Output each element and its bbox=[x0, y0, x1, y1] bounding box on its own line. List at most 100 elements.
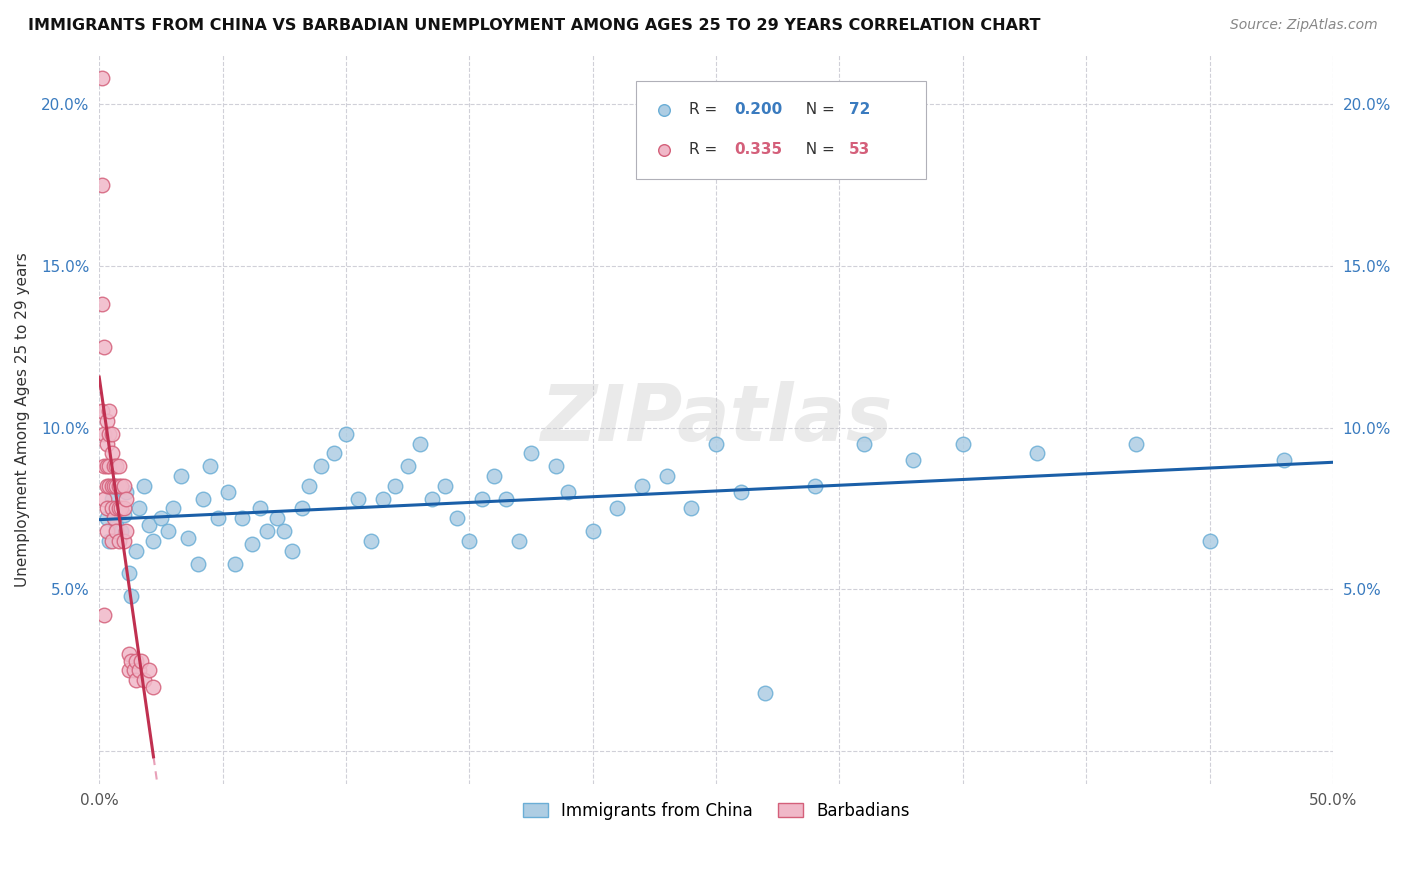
Point bbox=[138, 517, 160, 532]
Point bbox=[105, 524, 128, 538]
Text: 0.335: 0.335 bbox=[734, 143, 783, 157]
Point bbox=[93, 340, 115, 354]
Point bbox=[187, 557, 209, 571]
Point bbox=[93, 608, 115, 623]
Text: R =: R = bbox=[689, 143, 723, 157]
Point bbox=[952, 436, 974, 450]
Point bbox=[96, 436, 118, 450]
Point bbox=[96, 524, 118, 538]
Text: IMMIGRANTS FROM CHINA VS BARBADIAN UNEMPLOYMENT AMONG AGES 25 TO 29 YEARS CORREL: IMMIGRANTS FROM CHINA VS BARBADIAN UNEMP… bbox=[28, 18, 1040, 33]
Point bbox=[482, 469, 505, 483]
Point bbox=[100, 446, 122, 460]
Point bbox=[606, 501, 628, 516]
Point bbox=[396, 459, 419, 474]
Point bbox=[100, 427, 122, 442]
Point bbox=[1025, 446, 1047, 460]
Point bbox=[115, 524, 138, 538]
Point bbox=[93, 427, 115, 442]
Point bbox=[231, 511, 253, 525]
Point bbox=[98, 479, 121, 493]
Text: 0.200: 0.200 bbox=[734, 103, 783, 117]
Point bbox=[112, 533, 135, 548]
Point bbox=[98, 427, 121, 442]
Point bbox=[128, 501, 150, 516]
Point bbox=[108, 459, 131, 474]
Point bbox=[120, 654, 142, 668]
Point bbox=[122, 664, 145, 678]
Point bbox=[110, 479, 132, 493]
Point bbox=[162, 501, 184, 516]
Point bbox=[98, 533, 121, 548]
Point bbox=[1125, 436, 1147, 450]
Point bbox=[138, 664, 160, 678]
Point bbox=[311, 459, 333, 474]
Point bbox=[582, 524, 605, 538]
Point bbox=[520, 446, 543, 460]
Point bbox=[142, 533, 165, 548]
Point bbox=[98, 404, 121, 418]
Point bbox=[298, 479, 321, 493]
Point bbox=[96, 501, 118, 516]
Point bbox=[224, 557, 246, 571]
Point bbox=[103, 511, 125, 525]
Point bbox=[93, 491, 115, 506]
Point bbox=[631, 479, 654, 493]
Point bbox=[266, 511, 288, 525]
Point bbox=[458, 533, 481, 548]
Text: N =: N = bbox=[796, 143, 839, 157]
Point bbox=[100, 533, 122, 548]
Point bbox=[420, 491, 443, 506]
Point bbox=[96, 479, 118, 493]
Point bbox=[754, 686, 776, 700]
Text: ZIPatlas: ZIPatlas bbox=[540, 382, 893, 458]
Point bbox=[446, 511, 468, 525]
Point bbox=[433, 479, 456, 493]
Point bbox=[125, 543, 148, 558]
Point bbox=[903, 453, 925, 467]
Point bbox=[125, 673, 148, 687]
Point bbox=[495, 491, 517, 506]
FancyBboxPatch shape bbox=[636, 80, 925, 179]
Point bbox=[322, 446, 344, 460]
Point bbox=[96, 511, 118, 525]
Point bbox=[132, 479, 155, 493]
Point bbox=[120, 589, 142, 603]
Point bbox=[103, 479, 125, 493]
Point bbox=[177, 531, 200, 545]
Point bbox=[280, 543, 302, 558]
Point bbox=[90, 297, 112, 311]
Point bbox=[384, 479, 406, 493]
Point bbox=[142, 680, 165, 694]
Point bbox=[112, 479, 135, 493]
Point bbox=[508, 533, 530, 548]
Point bbox=[360, 533, 382, 548]
Point bbox=[129, 654, 152, 668]
Point bbox=[655, 469, 678, 483]
Point bbox=[557, 485, 579, 500]
Point bbox=[105, 459, 128, 474]
Point bbox=[118, 566, 141, 581]
Point bbox=[100, 491, 122, 506]
Point bbox=[125, 654, 148, 668]
Point bbox=[335, 427, 357, 442]
Point bbox=[90, 70, 112, 85]
Point bbox=[157, 524, 180, 538]
Point bbox=[191, 491, 214, 506]
Point bbox=[100, 501, 122, 516]
Point bbox=[128, 664, 150, 678]
Point bbox=[290, 501, 312, 516]
Point bbox=[1198, 533, 1220, 548]
Point bbox=[853, 436, 876, 450]
Point bbox=[730, 485, 752, 500]
Point bbox=[544, 459, 567, 474]
Text: R =: R = bbox=[689, 103, 723, 117]
Text: 53: 53 bbox=[849, 143, 870, 157]
Point bbox=[200, 459, 222, 474]
Point bbox=[207, 511, 229, 525]
Point bbox=[118, 647, 141, 661]
Point bbox=[149, 511, 172, 525]
Point bbox=[90, 404, 112, 418]
Point bbox=[110, 524, 132, 538]
Y-axis label: Unemployment Among Ages 25 to 29 years: Unemployment Among Ages 25 to 29 years bbox=[15, 252, 30, 587]
Text: Source: ZipAtlas.com: Source: ZipAtlas.com bbox=[1230, 18, 1378, 32]
